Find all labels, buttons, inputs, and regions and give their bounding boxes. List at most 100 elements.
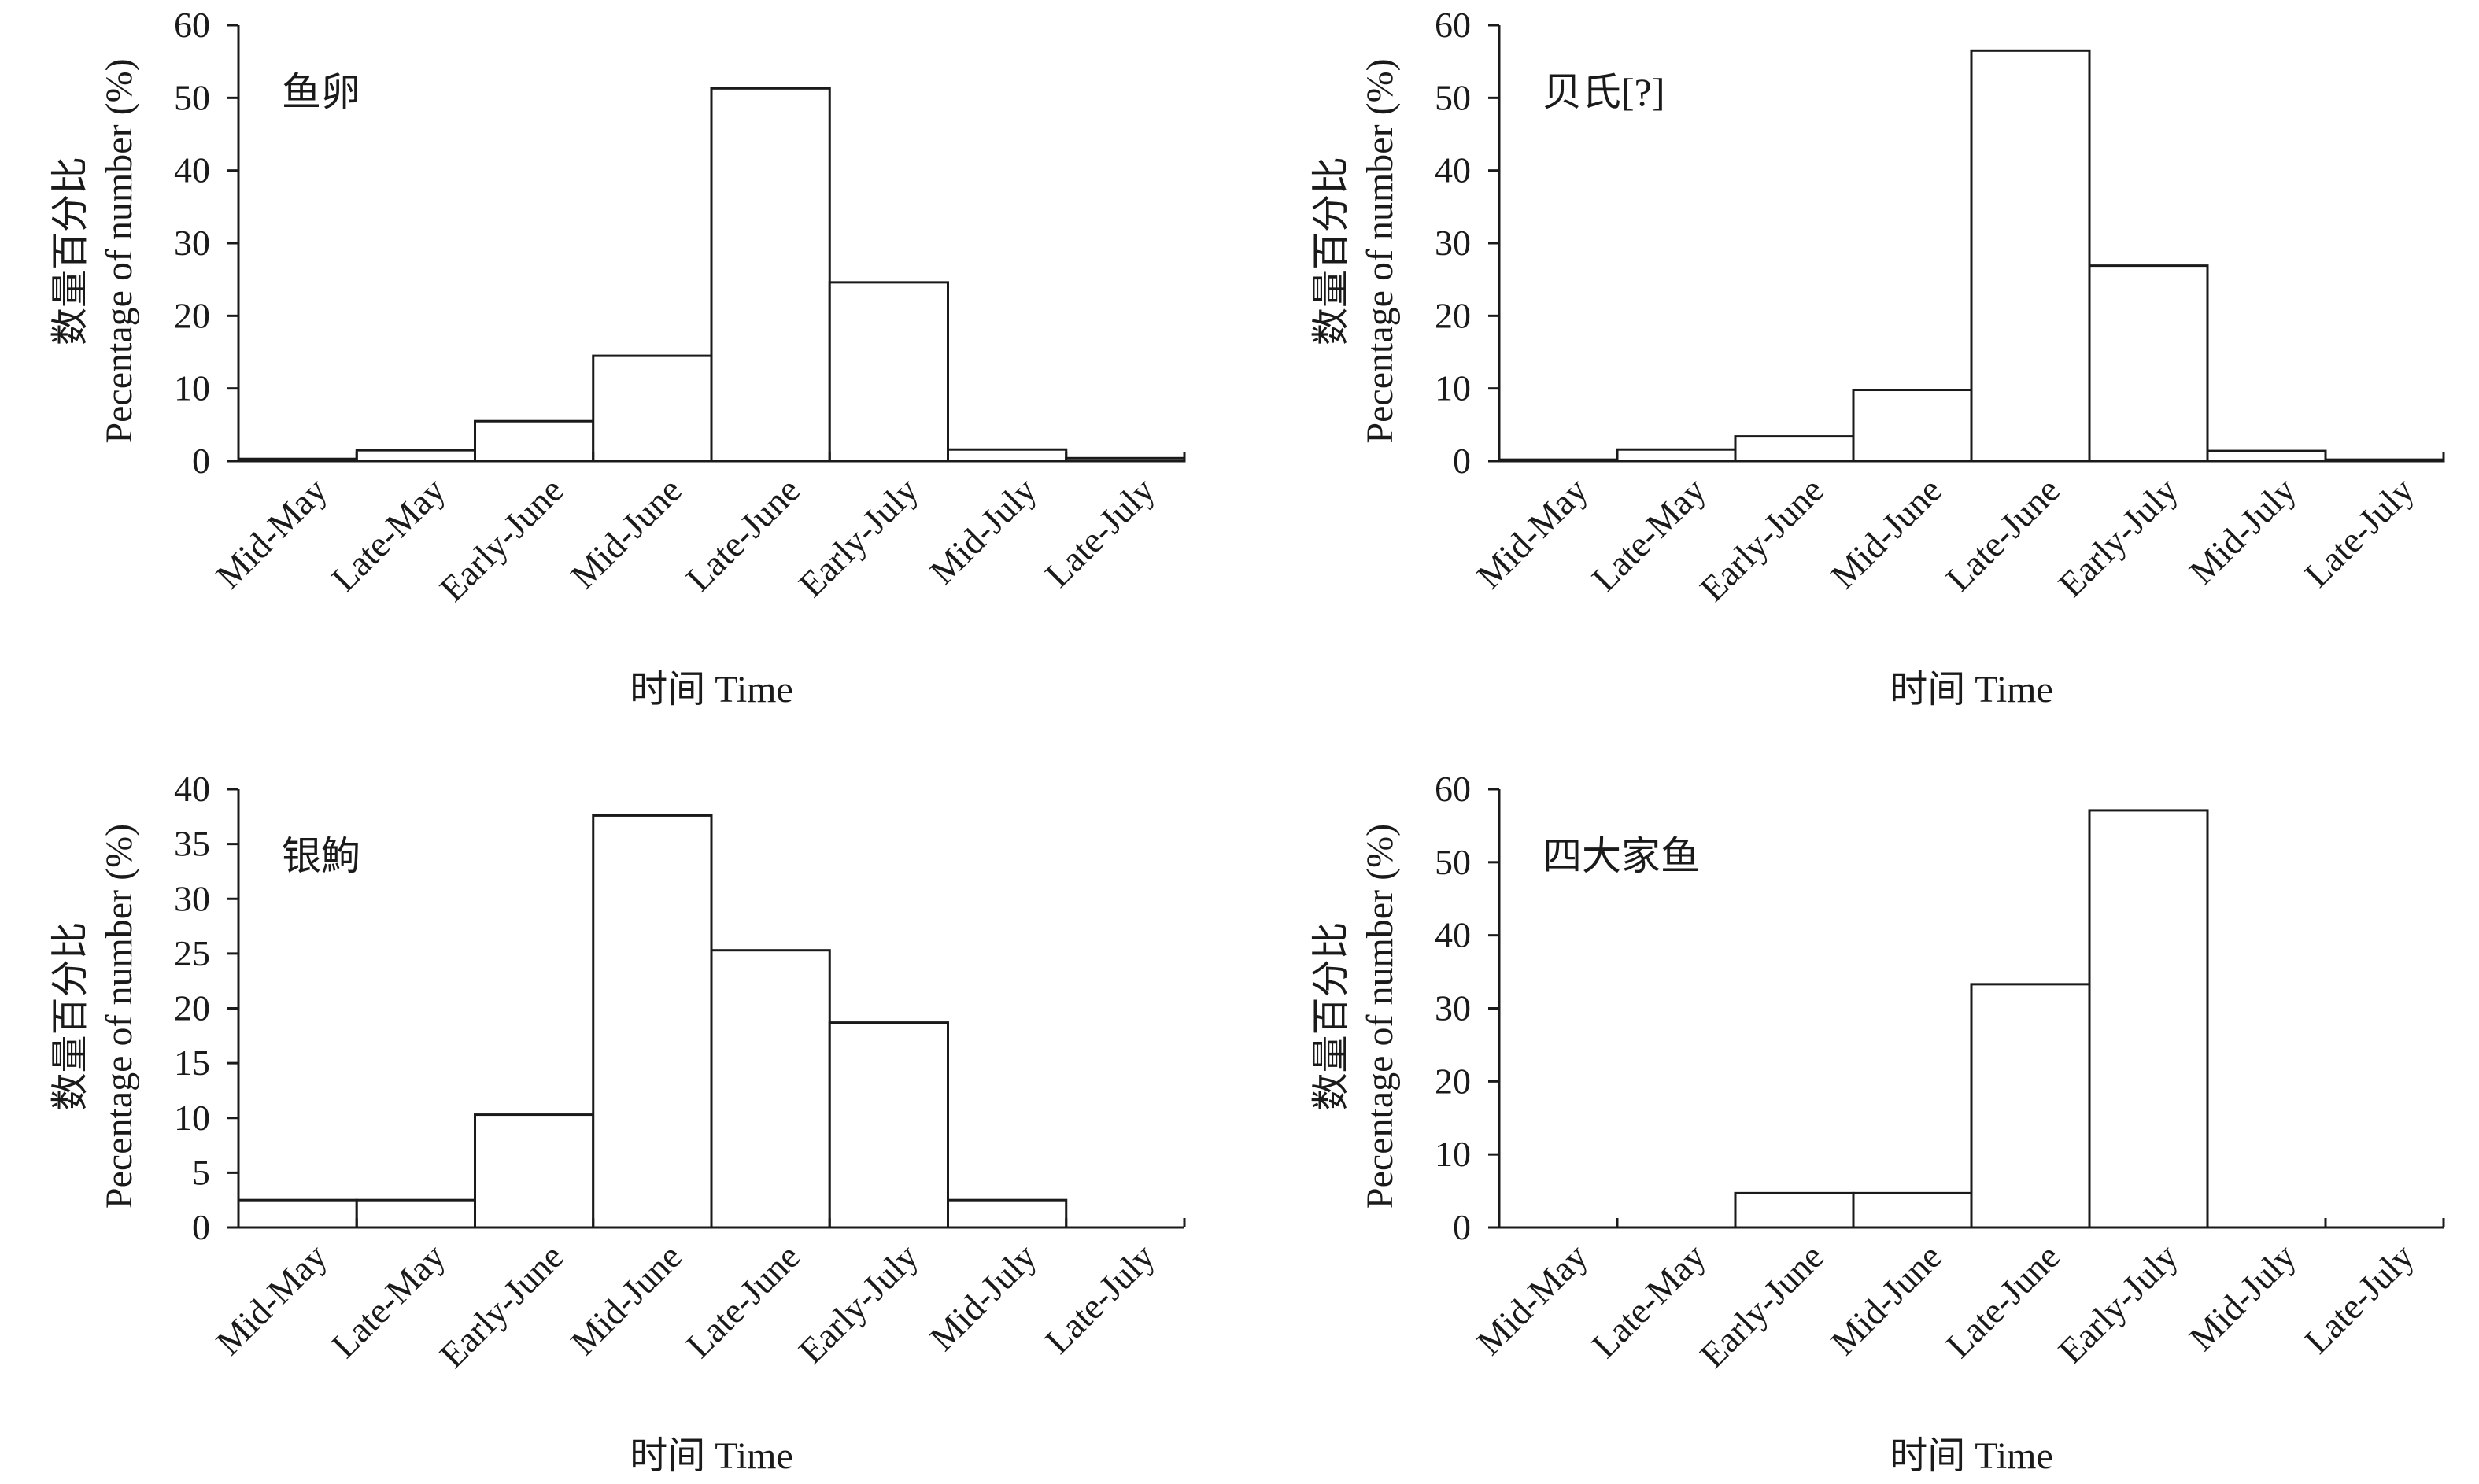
panel-title: 贝氏[?] bbox=[1542, 70, 1665, 114]
x-tick-label: Mid-May bbox=[208, 1236, 334, 1363]
x-tick-label: Mid-June bbox=[1823, 1236, 1949, 1363]
y-tick-label: 60 bbox=[1435, 769, 1471, 809]
x-tick-label: Late-June bbox=[678, 1236, 807, 1365]
x-axis-title: 时间 Time bbox=[630, 1435, 793, 1477]
y-tick-label: 0 bbox=[192, 441, 210, 481]
chart-panel-3: 0510152025303540Mid-MayLate-MayEarly-Jun… bbox=[50, 769, 1186, 1477]
y-tick-label: 0 bbox=[1453, 441, 1471, 481]
x-tick-label: Late-July bbox=[1037, 1236, 1162, 1361]
y-tick-label: 40 bbox=[174, 150, 210, 190]
y-tick-label: 50 bbox=[1435, 77, 1471, 117]
x-tick-label: Early-July bbox=[791, 1236, 926, 1371]
x-tick-label: Mid-July bbox=[922, 470, 1044, 592]
bar-6 bbox=[2088, 809, 2209, 1229]
y-axis-title-en: Pecentage of number (%) bbox=[98, 58, 140, 443]
y-tick-label: 50 bbox=[174, 77, 210, 117]
y-tick-label: 35 bbox=[174, 824, 210, 864]
y-tick-label: 60 bbox=[174, 5, 210, 45]
x-tick-label: Mid-July bbox=[2182, 1236, 2304, 1358]
y-tick-label: 0 bbox=[1453, 1207, 1471, 1247]
chart-panel-4: 0102030405060Mid-MayLate-MayEarly-JuneMi… bbox=[1310, 769, 2445, 1477]
x-tick-label: Early-July bbox=[2051, 470, 2186, 605]
bar-3 bbox=[1734, 435, 1855, 463]
panel-title: 银鮈 bbox=[282, 834, 360, 878]
x-tick-label: Late-June bbox=[1938, 470, 2067, 599]
bar-1 bbox=[237, 1198, 358, 1229]
y-axis-title-cn: 数量百分比 bbox=[50, 157, 91, 345]
x-tick-label: Early-June bbox=[432, 1236, 571, 1375]
bar-2 bbox=[355, 1198, 476, 1229]
y-tick-label: 25 bbox=[174, 933, 210, 973]
y-tick-label: 10 bbox=[1435, 368, 1471, 408]
bar-4 bbox=[1852, 389, 1973, 463]
chart-panel-1: 0102030405060Mid-MayLate-MayEarly-JuneMi… bbox=[50, 5, 1186, 711]
y-tick-label: 20 bbox=[1435, 295, 1471, 335]
bar-5 bbox=[1970, 49, 2091, 463]
x-tick-label: Early-June bbox=[1692, 470, 1831, 609]
x-tick-label: Mid-July bbox=[922, 1236, 1044, 1358]
y-tick-label: 30 bbox=[174, 878, 210, 918]
y-tick-label: 40 bbox=[1435, 915, 1471, 955]
x-tick-label: Late-July bbox=[1037, 470, 1162, 595]
y-axis-title-en: Pecentage of number (%) bbox=[1359, 824, 1401, 1209]
y-tick-label: 15 bbox=[174, 1043, 210, 1083]
y-tick-label: 30 bbox=[174, 223, 210, 263]
bar-5 bbox=[710, 949, 831, 1229]
y-tick-label: 0 bbox=[192, 1207, 210, 1247]
bar-2 bbox=[355, 449, 476, 463]
x-axis-title: 时间 Time bbox=[630, 669, 793, 711]
bar-4 bbox=[1852, 1191, 1973, 1229]
bar-5 bbox=[1970, 983, 2091, 1229]
bar-3 bbox=[1734, 1191, 1855, 1229]
y-tick-label: 10 bbox=[174, 1098, 210, 1138]
bar-6 bbox=[2088, 264, 2209, 463]
x-tick-label: Late-June bbox=[1938, 1236, 2067, 1365]
y-tick-label: 40 bbox=[174, 769, 210, 809]
x-tick-label: Late-July bbox=[2296, 470, 2422, 595]
y-tick-label: 50 bbox=[1435, 842, 1471, 882]
x-tick-label: Early-July bbox=[2051, 1236, 2186, 1371]
x-tick-label: Late-July bbox=[2296, 1236, 2422, 1361]
bar-3 bbox=[474, 419, 595, 463]
x-tick-label: Early-June bbox=[1692, 1236, 1831, 1375]
panel-title: 四大家鱼 bbox=[1542, 834, 1700, 878]
y-tick-label: 10 bbox=[1435, 1134, 1471, 1174]
y-axis-title-en: Pecentage of number (%) bbox=[1359, 58, 1401, 443]
bar-6 bbox=[828, 281, 949, 463]
panel-title: 鱼卵 bbox=[282, 70, 360, 114]
y-axis-title-cn: 数量百分比 bbox=[1310, 157, 1352, 345]
bar-7 bbox=[947, 448, 1068, 463]
y-tick-label: 10 bbox=[174, 368, 210, 408]
y-tick-label: 60 bbox=[1435, 5, 1471, 45]
y-tick-label: 30 bbox=[1435, 988, 1471, 1028]
bar-6 bbox=[828, 1021, 949, 1229]
bar-3 bbox=[474, 1113, 595, 1229]
x-tick-label: Mid-May bbox=[1469, 1236, 1595, 1363]
bar-4 bbox=[592, 354, 713, 463]
y-tick-label: 20 bbox=[174, 295, 210, 335]
y-tick-label: 30 bbox=[1435, 223, 1471, 263]
bar-2 bbox=[1616, 448, 1737, 463]
x-tick-label: Mid-July bbox=[2182, 470, 2304, 592]
y-axis-title-cn: 数量百分比 bbox=[1310, 921, 1352, 1110]
bar-7 bbox=[2206, 449, 2327, 463]
y-tick-label: 20 bbox=[1435, 1061, 1471, 1101]
y-axis-title-en: Pecentage of number (%) bbox=[98, 824, 140, 1209]
x-axis-title: 时间 Time bbox=[1890, 1435, 2053, 1477]
y-axis-title-cn: 数量百分比 bbox=[50, 921, 91, 1110]
x-tick-label: Early-June bbox=[432, 470, 571, 609]
bar-7 bbox=[947, 1198, 1068, 1229]
chart-panel-2: 0102030405060Mid-MayLate-MayEarly-JuneMi… bbox=[1310, 5, 2445, 711]
x-tick-label: Mid-June bbox=[563, 470, 689, 596]
x-tick-label: Mid-June bbox=[1823, 470, 1949, 596]
x-tick-label: Early-July bbox=[791, 470, 926, 605]
x-tick-label: Mid-June bbox=[563, 1236, 689, 1363]
bar-4 bbox=[592, 814, 713, 1229]
y-tick-label: 20 bbox=[174, 988, 210, 1028]
y-tick-label: 40 bbox=[1435, 150, 1471, 190]
bar-5 bbox=[710, 87, 831, 463]
y-tick-label: 5 bbox=[192, 1152, 210, 1192]
x-axis-title: 时间 Time bbox=[1890, 669, 2053, 711]
x-tick-label: Late-June bbox=[678, 470, 807, 599]
